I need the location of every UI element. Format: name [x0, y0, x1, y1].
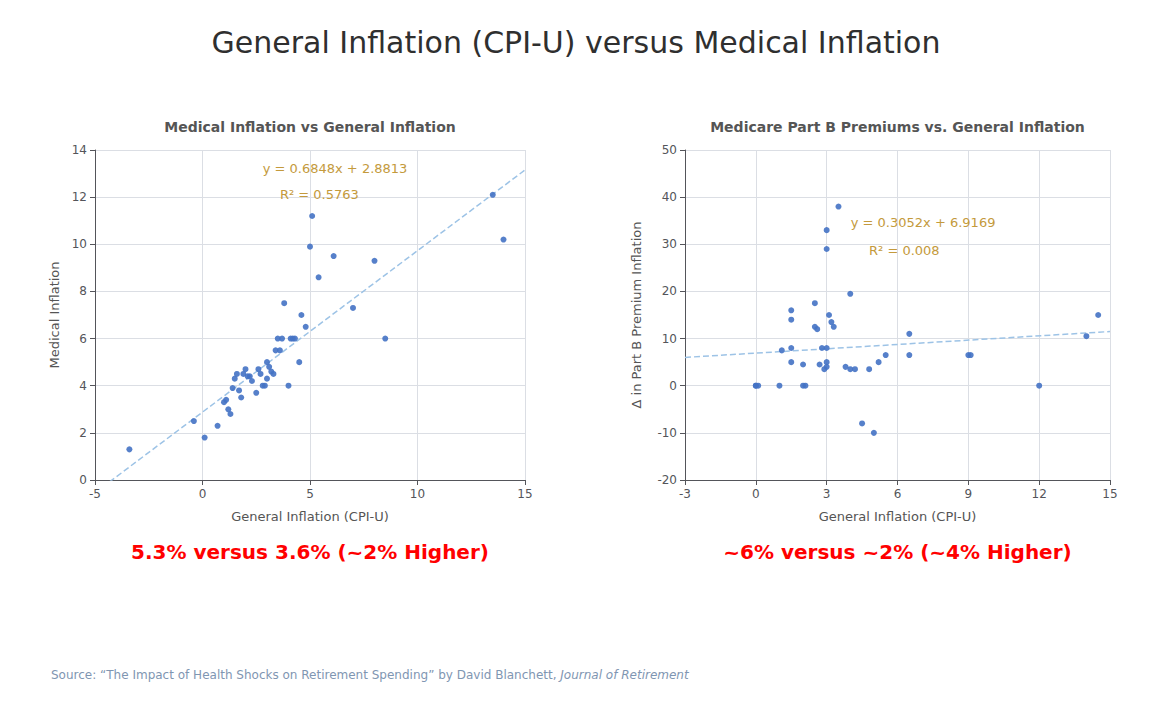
svg-text:8: 8: [79, 284, 87, 298]
svg-text:Δ in Part B Premium Inflation: Δ in Part B Premium Inflation: [629, 222, 644, 409]
svg-text:-3: -3: [679, 487, 691, 501]
svg-text:-10: -10: [657, 426, 677, 440]
svg-text:R² = 0.5763: R² = 0.5763: [280, 187, 359, 202]
svg-text:-20: -20: [657, 473, 677, 487]
svg-text:General Inflation (CPI-U): General Inflation (CPI-U): [231, 509, 389, 524]
svg-text:10: 10: [410, 487, 425, 501]
svg-text:General Inflation (CPI-U) vers: General Inflation (CPI-U) versus Medical…: [212, 25, 941, 60]
svg-text:0: 0: [79, 473, 87, 487]
svg-text:15: 15: [517, 487, 532, 501]
svg-text:9: 9: [965, 487, 973, 501]
svg-text:Journal of Retirement: Journal of Retirement: [558, 668, 690, 682]
svg-text:0: 0: [199, 487, 207, 501]
svg-text:Medical Inflation vs General I: Medical Inflation vs General Inflation: [164, 119, 456, 135]
svg-text:40: 40: [662, 190, 677, 204]
svg-text:15: 15: [1102, 487, 1117, 501]
svg-text:R² = 0.008: R² = 0.008: [869, 243, 940, 258]
svg-text:14: 14: [72, 143, 87, 157]
svg-text:Source: “The Impact of Health: Source: “The Impact of Health Shocks on …: [51, 668, 560, 682]
svg-text:0: 0: [752, 487, 760, 501]
svg-text:30: 30: [662, 237, 677, 251]
svg-text:0: 0: [669, 379, 677, 393]
svg-text:General Inflation (CPI-U): General Inflation (CPI-U): [819, 509, 977, 524]
svg-text:6: 6: [79, 332, 87, 346]
svg-text:2: 2: [79, 426, 87, 440]
svg-text:10: 10: [662, 332, 677, 346]
svg-text:12: 12: [72, 190, 87, 204]
svg-text:Medical Inflation: Medical Inflation: [47, 261, 62, 368]
svg-text:10: 10: [72, 237, 87, 251]
svg-text:Medicare Part B Premiums vs. G: Medicare Part B Premiums vs. General Inf…: [710, 119, 1085, 135]
svg-text:50: 50: [662, 143, 677, 157]
svg-text:6: 6: [894, 487, 902, 501]
svg-text:5.3% versus 3.6% (~2% Higher): 5.3% versus 3.6% (~2% Higher): [131, 540, 489, 564]
svg-text:4: 4: [79, 379, 87, 393]
svg-text:~6% versus ~2% (~4% Higher): ~6% versus ~2% (~4% Higher): [723, 540, 1071, 564]
svg-text:5: 5: [306, 487, 314, 501]
svg-text:-5: -5: [89, 487, 101, 501]
svg-text:20: 20: [662, 284, 677, 298]
svg-text:y = 0.6848x + 2.8813: y = 0.6848x + 2.8813: [263, 161, 408, 176]
svg-text:y = 0.3052x + 6.9169: y = 0.3052x + 6.9169: [851, 215, 996, 230]
svg-text:3: 3: [823, 487, 831, 501]
svg-text:12: 12: [1032, 487, 1047, 501]
